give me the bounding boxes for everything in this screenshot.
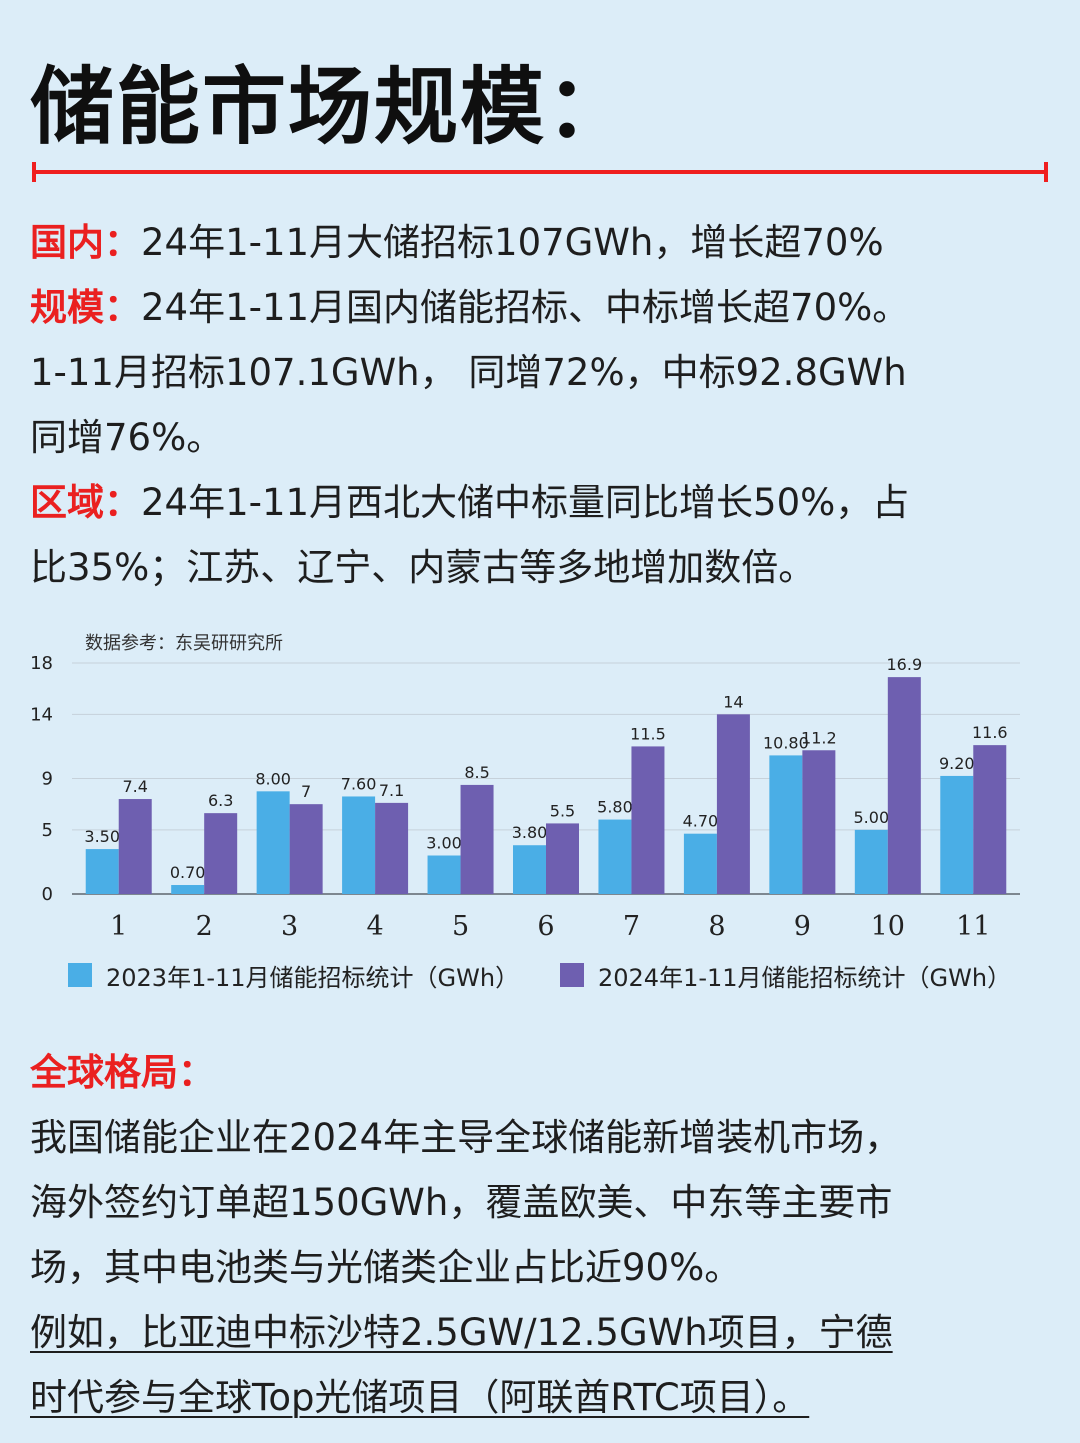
bar-2024-3 — [289, 804, 323, 894]
bar-2024-5 — [460, 784, 494, 894]
region-paragraph: 区域：24年1-11月西北大储中标量同比增长50%，占 — [30, 470, 1050, 535]
bar-2023-6 — [513, 845, 546, 894]
data-label: 5.5 — [550, 801, 575, 820]
global-label: 全球格局： — [30, 1051, 215, 1094]
bar-2023-9 — [769, 755, 803, 894]
y-tick-label: 14 — [30, 704, 53, 725]
bar-2024-1 — [118, 799, 152, 894]
x-tick-label: 10 — [871, 911, 905, 940]
x-tick-label: 2 — [196, 911, 213, 940]
data-label: 5.80 — [597, 798, 633, 817]
bar-2024-2 — [204, 813, 238, 894]
bar-2024-10 — [887, 677, 921, 894]
y-tick-label: 18 — [30, 653, 53, 674]
domestic-text: 24年1-11月大储招标107GWh，增长超70% — [141, 221, 884, 264]
x-tick-label: 11 — [956, 911, 990, 940]
region-label: 区域： — [30, 481, 141, 524]
x-tick-label: 1 — [110, 911, 127, 940]
y-tick-label: 0 — [42, 884, 53, 905]
data-label: 7 — [301, 782, 311, 801]
x-tick-label: 6 — [537, 911, 554, 940]
bar-2023-1 — [85, 849, 119, 894]
data-label: 3.50 — [84, 827, 120, 846]
bar-2023-5 — [427, 855, 461, 894]
domestic-label: 国内： — [30, 221, 141, 264]
global-line-2: 海外签约订单超150GWh，覆盖欧美、中东等主要市 — [30, 1181, 893, 1224]
global-section: 全球格局： 我国储能企业在2024年主导全球储能新增装机市场， 海外签约订单超1… — [30, 1040, 1050, 1430]
bar-2023-11 — [940, 775, 974, 894]
data-label: 7.1 — [379, 781, 404, 800]
bar-2024-8 — [716, 714, 750, 894]
bar-2024-11 — [973, 745, 1007, 894]
data-label: 3.80 — [512, 823, 548, 842]
data-label: 8.00 — [255, 769, 291, 788]
legend-item-2023: 2023年1-11月储能招标统计（GWh） — [68, 955, 519, 995]
data-label: 11.2 — [801, 728, 837, 747]
x-tick-label: 5 — [452, 911, 469, 940]
x-tick-label: 7 — [623, 911, 640, 940]
x-tick-label: 8 — [708, 911, 725, 940]
page-title: 储能市场规模： — [30, 58, 633, 156]
scale-paragraph: 规模：24年1-11月国内储能招标、中标增长超70%。 — [30, 275, 1050, 340]
intro-section: 国内：24年1-11月大储招标107GWh，增长超70% 规模：24年1-11月… — [30, 210, 1050, 600]
bar-chart: 数据参考：东吴研研究所 0 5 9 14 18 3.50 7.4 1 0.70 6.3 2 8.00 7 3… — [30, 633, 1020, 940]
data-label: 14 — [723, 692, 743, 711]
bar-2023-8 — [683, 833, 717, 894]
legend-swatch-2024 — [560, 963, 584, 987]
data-label: 0.70 — [170, 863, 206, 882]
data-label: 7.4 — [123, 777, 148, 796]
data-label: 7.60 — [341, 774, 377, 793]
bar-2023-4 — [342, 796, 376, 894]
data-label: 5.00 — [854, 808, 890, 827]
bar-2024-9 — [802, 750, 836, 894]
title-divider — [32, 162, 1048, 182]
global-example-line-1: 例如，比亚迪中标沙特2.5GW/12.5GWh项目，宁德 — [30, 1311, 893, 1354]
x-tick-label: 3 — [281, 911, 298, 940]
legend-label-2023: 2023年1-11月储能招标统计（GWh） — [106, 963, 520, 992]
legend-item-2024: 2024年1-11月储能招标统计（GWh） — [560, 955, 1011, 995]
data-label: 4.70 — [683, 812, 719, 831]
global-line-3: 场，其中电池类与光储类企业占比近90%。 — [30, 1246, 742, 1289]
data-label: 11.6 — [972, 723, 1008, 742]
bar-2024-6 — [546, 823, 579, 894]
domestic-paragraph: 国内：24年1-11月大储招标107GWh，增长超70% — [30, 210, 1050, 275]
bar-2023-10 — [854, 829, 888, 894]
y-tick-label: 9 — [42, 769, 53, 790]
bar-2023-2 — [171, 885, 205, 894]
scale-label: 规模： — [30, 286, 141, 329]
x-tick-label: 4 — [366, 911, 383, 940]
global-example-line-2: 时代参与全球Top光储项目（阿联酋RTC项目）。 — [30, 1376, 810, 1419]
scale-line-3: 同增76%。 — [30, 416, 224, 459]
region-line-1: 24年1-11月西北大储中标量同比增长50%，占 — [141, 481, 910, 524]
y-tick-label: 5 — [42, 820, 53, 841]
bar-2024-4 — [375, 802, 409, 894]
legend-swatch-2023 — [68, 963, 92, 987]
scale-line-1: 24年1-11月国内储能招标、中标增长超70%。 — [141, 286, 910, 329]
data-label: 10.80 — [763, 733, 809, 752]
global-line-1: 我国储能企业在2024年主导全球储能新增装机市场， — [30, 1116, 902, 1159]
data-label: 3.00 — [426, 834, 462, 853]
x-tick-label: 9 — [794, 911, 811, 940]
chart-source-note: 数据参考：东吴研研究所 — [85, 633, 283, 654]
bar-2023-7 — [598, 819, 632, 894]
bar-2024-7 — [631, 746, 665, 894]
bar-2023-3 — [256, 791, 290, 894]
region-line-2: 比35%；江苏、辽宁、内蒙古等多地增加数倍。 — [30, 546, 816, 589]
data-label: 6.3 — [208, 791, 233, 810]
data-label: 9.20 — [939, 754, 975, 773]
legend-label-2024: 2024年1-11月储能招标统计（GWh） — [598, 963, 1012, 992]
scale-line-2: 1-11月招标107.1GWh， 同增72%，中标92.8GWh — [30, 351, 907, 394]
data-label: 8.5 — [464, 763, 489, 782]
data-label: 11.5 — [630, 724, 666, 743]
data-label: 16.9 — [887, 655, 923, 674]
